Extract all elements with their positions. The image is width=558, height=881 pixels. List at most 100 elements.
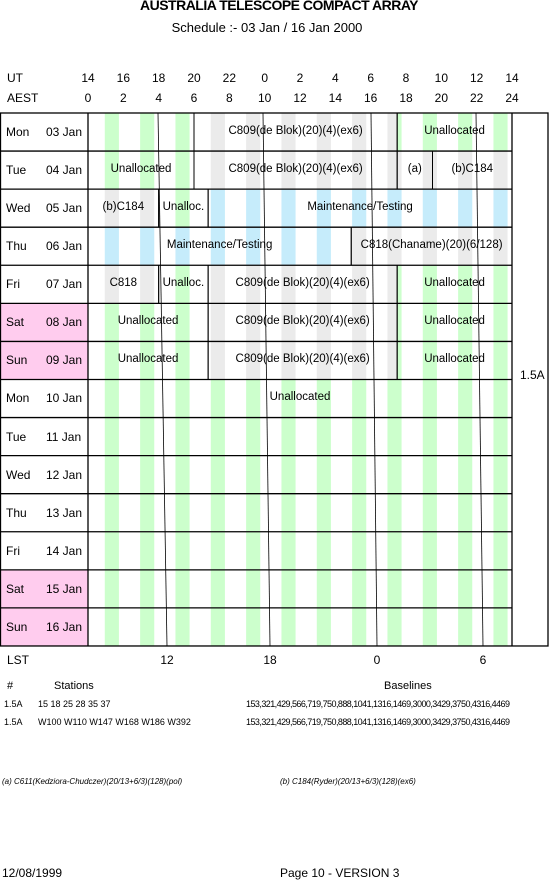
hour-stripe: [246, 494, 261, 532]
schedule-block-label: Unallocated: [117, 315, 179, 328]
day-name: Thu: [6, 505, 27, 520]
hour-stripe: [316, 151, 331, 189]
hour-stripe: [387, 113, 398, 151]
ut-tick-label: 8: [402, 71, 410, 85]
schedule-block-label: Unallocated: [424, 125, 485, 137]
hour-stripe: [316, 189, 331, 227]
day-date: 12 Jan: [46, 467, 83, 482]
day-name: Wed: [6, 201, 31, 216]
hour-stripe: [387, 532, 402, 570]
hour-stripe: [352, 494, 367, 532]
hour-stripe: [140, 227, 155, 265]
aest-tick-label: 4: [155, 91, 162, 105]
ut-tick-label: 0: [261, 71, 268, 85]
hour-stripe: [387, 341, 398, 379]
hour-stripe: [352, 151, 367, 189]
hour-stripe: [387, 418, 402, 456]
hour-stripe: [104, 456, 119, 494]
hour-stripe: [210, 227, 225, 265]
schedule-block-label: Unalloc.: [162, 277, 205, 290]
hour-stripe: [210, 113, 225, 151]
schedule-block-label: C809(de Blok)(20)(4)(ex6): [228, 125, 363, 137]
hour-stripe: [458, 494, 473, 532]
hour-stripe: [432, 151, 437, 189]
ut-tick-label: 22: [222, 71, 236, 85]
hour-stripe: [493, 418, 508, 456]
aest-label: AEST: [7, 91, 39, 105]
schedule-block-label: Unallocated: [269, 391, 331, 404]
ut-tick-label: 2: [296, 71, 304, 85]
hour-stripe: [281, 341, 296, 379]
aest-tick-label: 16: [363, 91, 378, 105]
footnote-b: (b) C184(Ryder)(20/13+6/3)(128)(ex6): [280, 777, 416, 786]
hour-stripe: [281, 189, 296, 227]
hour-stripe: [104, 303, 119, 341]
hour-stripe: [104, 494, 119, 532]
aest-tick-label: 8: [225, 91, 233, 105]
hour-stripe: [140, 494, 155, 532]
ut-tick-label: 14: [505, 71, 519, 85]
schedule-block-label: C809(de Blok)(20)(4)(ex6): [235, 353, 370, 366]
hour-stripe: [246, 570, 261, 608]
ut-tick-label: 14: [81, 71, 95, 85]
hour-stripe: [104, 341, 119, 379]
hour-stripe: [493, 341, 508, 379]
hour-stripe: [458, 570, 473, 608]
hour-stripe: [246, 379, 261, 418]
hour-stripe: [493, 151, 508, 189]
hour-stripe: [246, 608, 261, 646]
hour-stripe: [175, 303, 190, 341]
hour-stripe: [422, 418, 437, 456]
station-row-baselines: 153,321,429,566,719,750,888,1041,1316,14…: [246, 699, 510, 709]
schedule-block-label: (a): [407, 163, 422, 176]
hour-stripe: [352, 532, 367, 570]
ut-tick-label: 20: [187, 71, 201, 85]
hour-stripe: [104, 418, 119, 456]
ut-tick-label: 4: [331, 71, 339, 85]
day-name: Fri: [6, 277, 20, 292]
hour-stripe: [387, 608, 402, 646]
stations-hash-header: #: [7, 680, 14, 692]
hour-stripe: [387, 189, 402, 227]
hour-stripe: [458, 341, 473, 379]
hour-stripe: [352, 379, 367, 418]
hour-stripe: [458, 379, 473, 418]
hour-stripe: [140, 608, 155, 646]
hour-stripe: [316, 265, 331, 303]
hour-stripe: [458, 532, 473, 570]
hour-stripe: [210, 418, 225, 456]
hour-stripe: [493, 189, 508, 227]
day-date: 15 Jan: [46, 581, 83, 596]
hour-stripe: [316, 456, 331, 494]
schedule-block-label: (b)C184: [451, 163, 494, 176]
hour-stripe: [175, 189, 190, 227]
day-date: 04 Jan: [46, 163, 83, 178]
day-date: 09 Jan: [46, 353, 83, 368]
hour-stripe: [316, 532, 331, 570]
hour-stripe: [281, 151, 296, 189]
schedule-block-label: C809(de Blok)(20)(4)(ex6): [235, 315, 370, 328]
hour-stripe: [281, 532, 296, 570]
aest-tick-label: 12: [293, 91, 307, 105]
hour-stripe: [387, 494, 402, 532]
day-name: Tue: [6, 163, 27, 178]
hour-stripe: [140, 151, 155, 189]
day-date: 13 Jan: [46, 505, 83, 520]
hour-stripe: [246, 189, 261, 227]
hour-stripe: [458, 456, 473, 494]
page-title: AUSTRALIA TELESCOPE COMPACT ARRAY: [139, 0, 419, 13]
schedule-block-label: Unallocated: [110, 163, 172, 176]
day-date: 11 Jan: [46, 429, 82, 444]
hour-stripe: [246, 151, 261, 189]
hour-stripe: [175, 608, 190, 646]
hour-stripe: [104, 189, 119, 227]
day-name: Tue: [6, 429, 27, 444]
schedule-block-label: C809(de Blok)(20)(4)(ex6): [235, 277, 370, 290]
hour-stripe: [140, 189, 155, 227]
schedule-block-label: Maintenance/Testing: [307, 201, 413, 214]
hour-stripe: [316, 570, 331, 608]
day-date: 03 Jan: [46, 125, 83, 139]
schedule-block-label: C818: [109, 277, 138, 290]
hour-stripe: [422, 151, 433, 189]
hour-stripe: [140, 379, 155, 418]
